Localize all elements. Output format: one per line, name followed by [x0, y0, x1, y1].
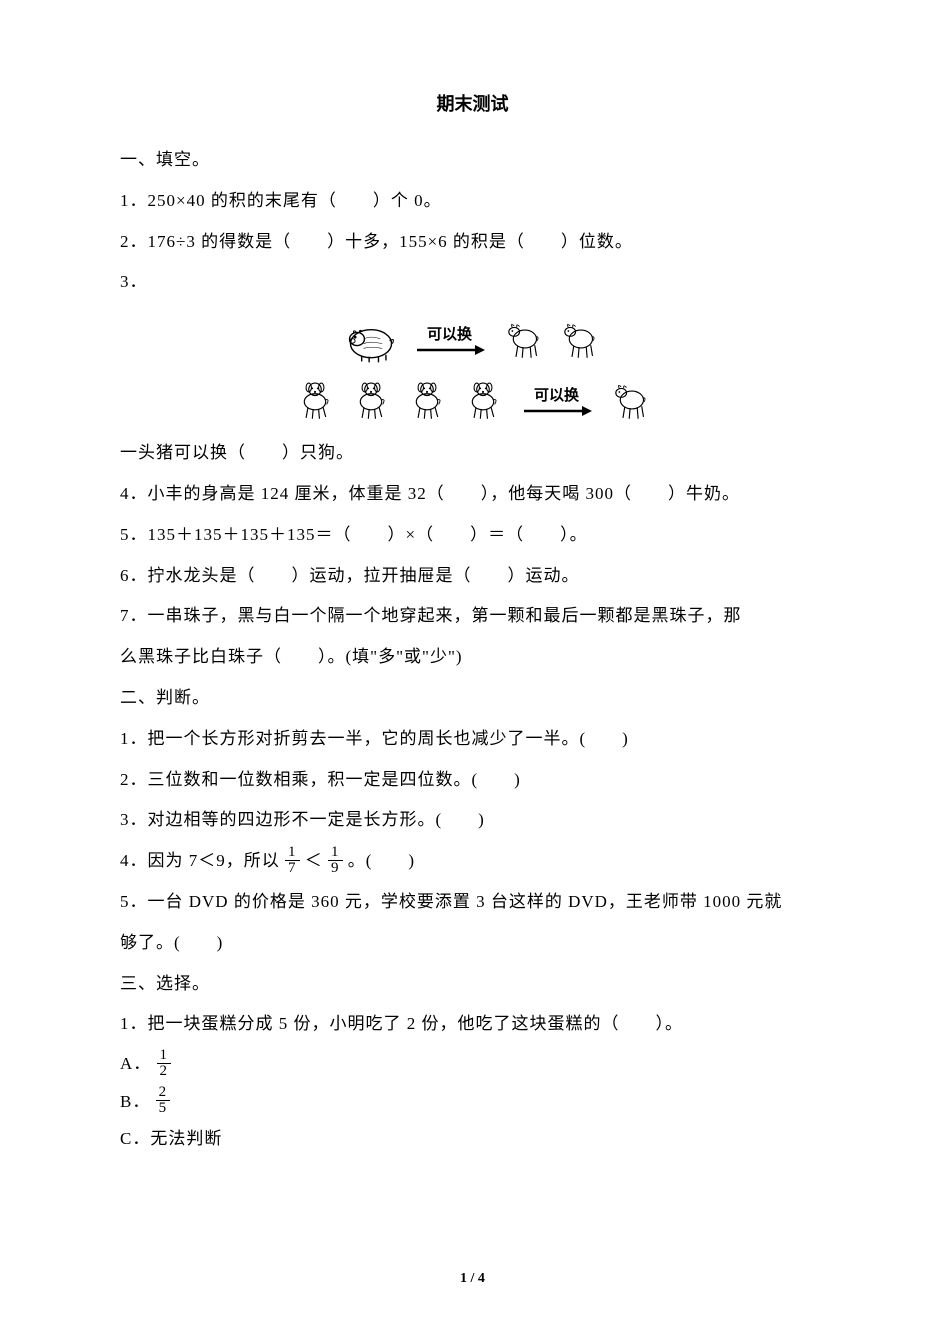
- s1-q1: 1．250×40 的积的末尾有（ ）个 0。: [120, 181, 825, 222]
- page-number: 1 / 4: [0, 1271, 945, 1287]
- s2-q4-pre: 4．因为 7＜9，所以: [120, 851, 280, 870]
- s2-q5b: 够了。( ): [120, 923, 825, 964]
- arrow-label-text: 可以换: [534, 384, 579, 405]
- s2-q4-post: 。( ): [348, 851, 415, 870]
- s3-optB: B． 2 5: [120, 1083, 825, 1120]
- frac-den: 9: [328, 861, 343, 876]
- frac-num: 2: [156, 1085, 171, 1101]
- arrow-icon: [415, 344, 485, 356]
- frac-num: 1: [328, 845, 343, 861]
- dog-icon: [348, 375, 394, 425]
- pig-icon: [343, 311, 399, 367]
- s1-q3-figure-row-1: 可以换: [120, 311, 825, 367]
- fraction-2-5: 2 5: [156, 1085, 171, 1116]
- section-1-header: 一、填空。: [120, 140, 825, 181]
- arrow-icon: [522, 405, 592, 417]
- s1-q2: 2．176÷3 的得数是（ ）十多，155×6 的积是（ ）位数。: [120, 222, 825, 263]
- exchange-arrow-2: 可以换: [522, 384, 592, 417]
- section-3-header: 三、选择。: [120, 964, 825, 1005]
- s1-q7a: 7．一串珠子，黑与白一个隔一个地穿起来，第一颗和最后一颗都是黑珠子，那: [120, 596, 825, 637]
- dog-icon: [292, 375, 338, 425]
- frac-num: 1: [285, 845, 300, 861]
- optA-label: A．: [120, 1054, 151, 1073]
- page-content: 期末测试 一、填空。 1．250×40 的积的末尾有（ ）个 0。 2．176÷…: [0, 0, 945, 1217]
- exchange-arrow-1: 可以换: [415, 323, 485, 356]
- s3-q1: 1．把一块蛋糕分成 5 份，小明吃了 2 份，他吃了这块蛋糕的（ ）。: [120, 1004, 825, 1045]
- frac-den: 2: [157, 1064, 172, 1079]
- s2-q3: 3．对边相等的四边形不一定是长方形。( ): [120, 800, 825, 841]
- goat-icon: [501, 314, 547, 364]
- s1-q3-text: 一头猪可以换（ ）只狗。: [120, 433, 825, 474]
- s1-q4: 4．小丰的身高是 124 厘米，体重是 32（ ），他每天喝 300（ ）牛奶。: [120, 474, 825, 515]
- arrow-label-text: 可以换: [427, 323, 472, 344]
- frac-den: 5: [156, 1101, 171, 1116]
- s1-q3-label: 3．: [120, 262, 825, 303]
- frac-den: 7: [285, 861, 300, 876]
- s2-q4: 4．因为 7＜9，所以 1 7 ＜ 1 9 。( ): [120, 841, 825, 882]
- dog-icon: [460, 375, 506, 425]
- s2-q4-mid: ＜: [305, 851, 323, 870]
- dog-icon: [404, 375, 450, 425]
- s3-optA: A． 1 2: [120, 1045, 825, 1082]
- section-2-header: 二、判断。: [120, 678, 825, 719]
- s1-q3-figure-row-2: 可以换: [120, 375, 825, 425]
- s2-q5a: 5．一台 DVD 的价格是 360 元，学校要添置 3 台这样的 DVD，王老师…: [120, 882, 825, 923]
- s1-q5: 5．135＋135＋135＋135＝（ ）×（ ）＝（ ）。: [120, 515, 825, 556]
- s2-q1: 1．把一个长方形对折剪去一半，它的周长也减少了一半。( ): [120, 719, 825, 760]
- page-title: 期末测试: [120, 90, 825, 116]
- fraction-1-7: 1 7: [285, 845, 300, 876]
- optB-label: B．: [120, 1092, 150, 1111]
- s1-q7b: 么黑珠子比白珠子（ ）。(填"多"或"少"): [120, 637, 825, 678]
- goat-icon: [557, 314, 603, 364]
- fraction-1-2: 1 2: [157, 1048, 172, 1079]
- s1-q6: 6．拧水龙头是（ ）运动，拉开抽屉是（ ）运动。: [120, 556, 825, 597]
- s3-optC: C．无法判断: [120, 1120, 825, 1157]
- fraction-1-9: 1 9: [328, 845, 343, 876]
- s2-q2: 2．三位数和一位数相乘，积一定是四位数。( ): [120, 760, 825, 801]
- frac-num: 1: [157, 1048, 172, 1064]
- goat-icon: [608, 375, 654, 425]
